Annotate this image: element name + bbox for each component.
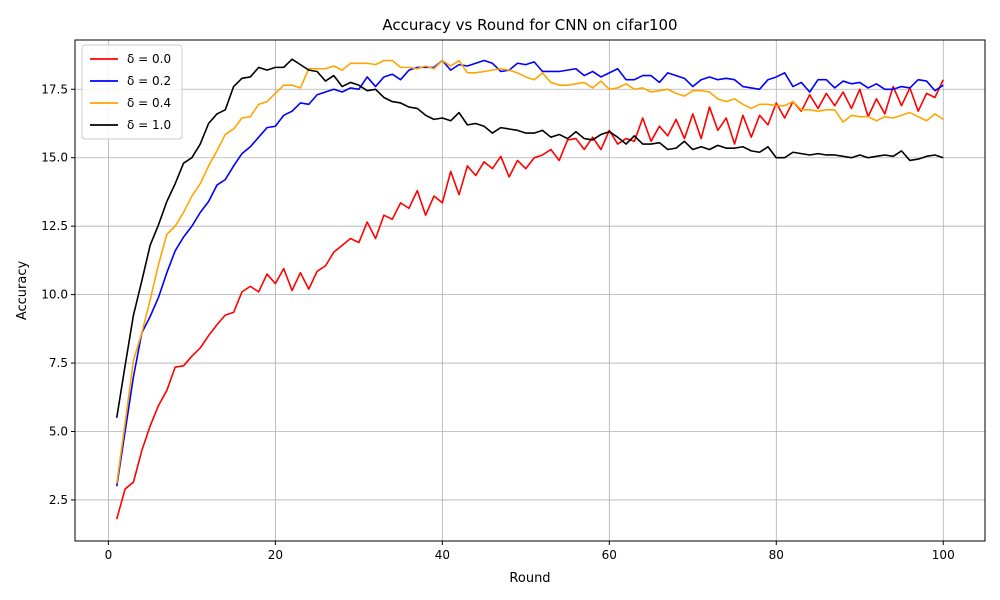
x-tick-label: 80 bbox=[769, 548, 784, 562]
y-axis-label: Accuracy bbox=[15, 261, 30, 321]
x-tick-label: 40 bbox=[435, 548, 450, 562]
series-line-0 bbox=[115, 79, 944, 520]
series-line-2 bbox=[115, 59, 944, 484]
x-axis-ticks: 0 20 40 60 80 100 bbox=[105, 541, 955, 562]
legend-label: δ = 1.0 bbox=[127, 118, 171, 132]
x-tick-label: 0 bbox=[105, 548, 113, 562]
y-axis-ticks: 2.5 5.0 7.5 10.0 12.5 15.0 17.5 bbox=[41, 82, 75, 507]
legend: δ = 0.0 δ = 0.2 δ = 0.4 δ = 1.0 bbox=[81, 44, 183, 140]
y-tick-label: 7.5 bbox=[49, 356, 68, 370]
y-tick-label: 12.5 bbox=[41, 219, 68, 233]
legend-box bbox=[81, 44, 183, 140]
legend-label: δ = 0.0 bbox=[127, 52, 171, 66]
plot-frame bbox=[74, 39, 986, 542]
y-tick-label: 10.0 bbox=[41, 288, 68, 302]
series-lines bbox=[115, 58, 944, 520]
y-tick-label: 17.5 bbox=[41, 82, 68, 96]
x-tick-label: 60 bbox=[602, 548, 617, 562]
chart-title: Accuracy vs Round for CNN on cifar100 bbox=[382, 16, 677, 34]
series-line-3 bbox=[115, 58, 944, 418]
y-tick-label: 2.5 bbox=[49, 493, 68, 507]
legend-label: δ = 0.2 bbox=[127, 74, 171, 88]
y-tick-label: 15.0 bbox=[41, 151, 68, 165]
legend-label: δ = 0.4 bbox=[127, 96, 171, 110]
x-tick-label: 20 bbox=[268, 548, 283, 562]
series-line-1 bbox=[115, 59, 944, 487]
y-tick-label: 5.0 bbox=[49, 424, 68, 438]
x-axis-label: Round bbox=[509, 571, 550, 586]
x-tick-label: 100 bbox=[932, 548, 955, 562]
grid bbox=[75, 40, 985, 541]
